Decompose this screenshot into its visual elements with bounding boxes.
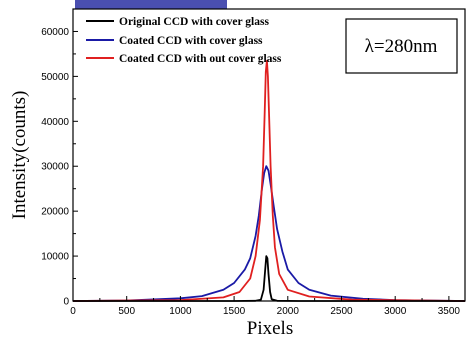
annotation-box bbox=[345, 18, 458, 74]
header-bar bbox=[75, 0, 227, 9]
x-tick-label: 0 bbox=[70, 306, 76, 317]
x-tick-label: 2000 bbox=[277, 306, 300, 317]
y-tick-label: 20000 bbox=[41, 207, 69, 218]
y-tick-label: 40000 bbox=[41, 117, 69, 128]
series-line-2 bbox=[72, 59, 466, 302]
annotation-text: λ=280nm bbox=[365, 36, 438, 57]
x-ticks: 0 500 1000 1500 2000 2500 3000 3500 bbox=[70, 296, 460, 317]
legend-label-original: Original CCD with cover glass bbox=[119, 16, 269, 28]
plot-frame bbox=[72, 8, 466, 302]
legend-label-coated-nocover: Coated CCD with out cover glass bbox=[119, 53, 282, 65]
legend-label-coated-cover: Coated CCD with cover glass bbox=[119, 35, 263, 47]
wavelength-annotation: λ=280nm bbox=[345, 18, 458, 74]
series-group bbox=[72, 59, 466, 302]
series-line-1 bbox=[72, 165, 466, 302]
x-axis-title: Pixels bbox=[247, 318, 293, 339]
y-tick-label: 0 bbox=[63, 297, 69, 308]
x-tick-label: 500 bbox=[118, 306, 135, 317]
x-tick-label: 2500 bbox=[330, 306, 353, 317]
y-tick-label: 30000 bbox=[41, 162, 69, 173]
series-line-0 bbox=[73, 255, 465, 302]
y-axis-title: Intensity(counts) bbox=[9, 91, 30, 220]
x-tick-label: 3000 bbox=[384, 306, 407, 317]
legend: Original CCD with cover glass Coated CCD… bbox=[86, 16, 282, 65]
y-tick-label: 60000 bbox=[41, 27, 69, 38]
y-tick-label: 50000 bbox=[41, 72, 69, 83]
x-tick-label: 1000 bbox=[169, 306, 192, 317]
y-tick-label: 10000 bbox=[41, 252, 69, 263]
x-tick-label: 1500 bbox=[223, 306, 246, 317]
x-tick-label: 3500 bbox=[438, 306, 461, 317]
y-ticks: 0 10000 20000 30000 40000 50000 60000 bbox=[41, 27, 78, 308]
